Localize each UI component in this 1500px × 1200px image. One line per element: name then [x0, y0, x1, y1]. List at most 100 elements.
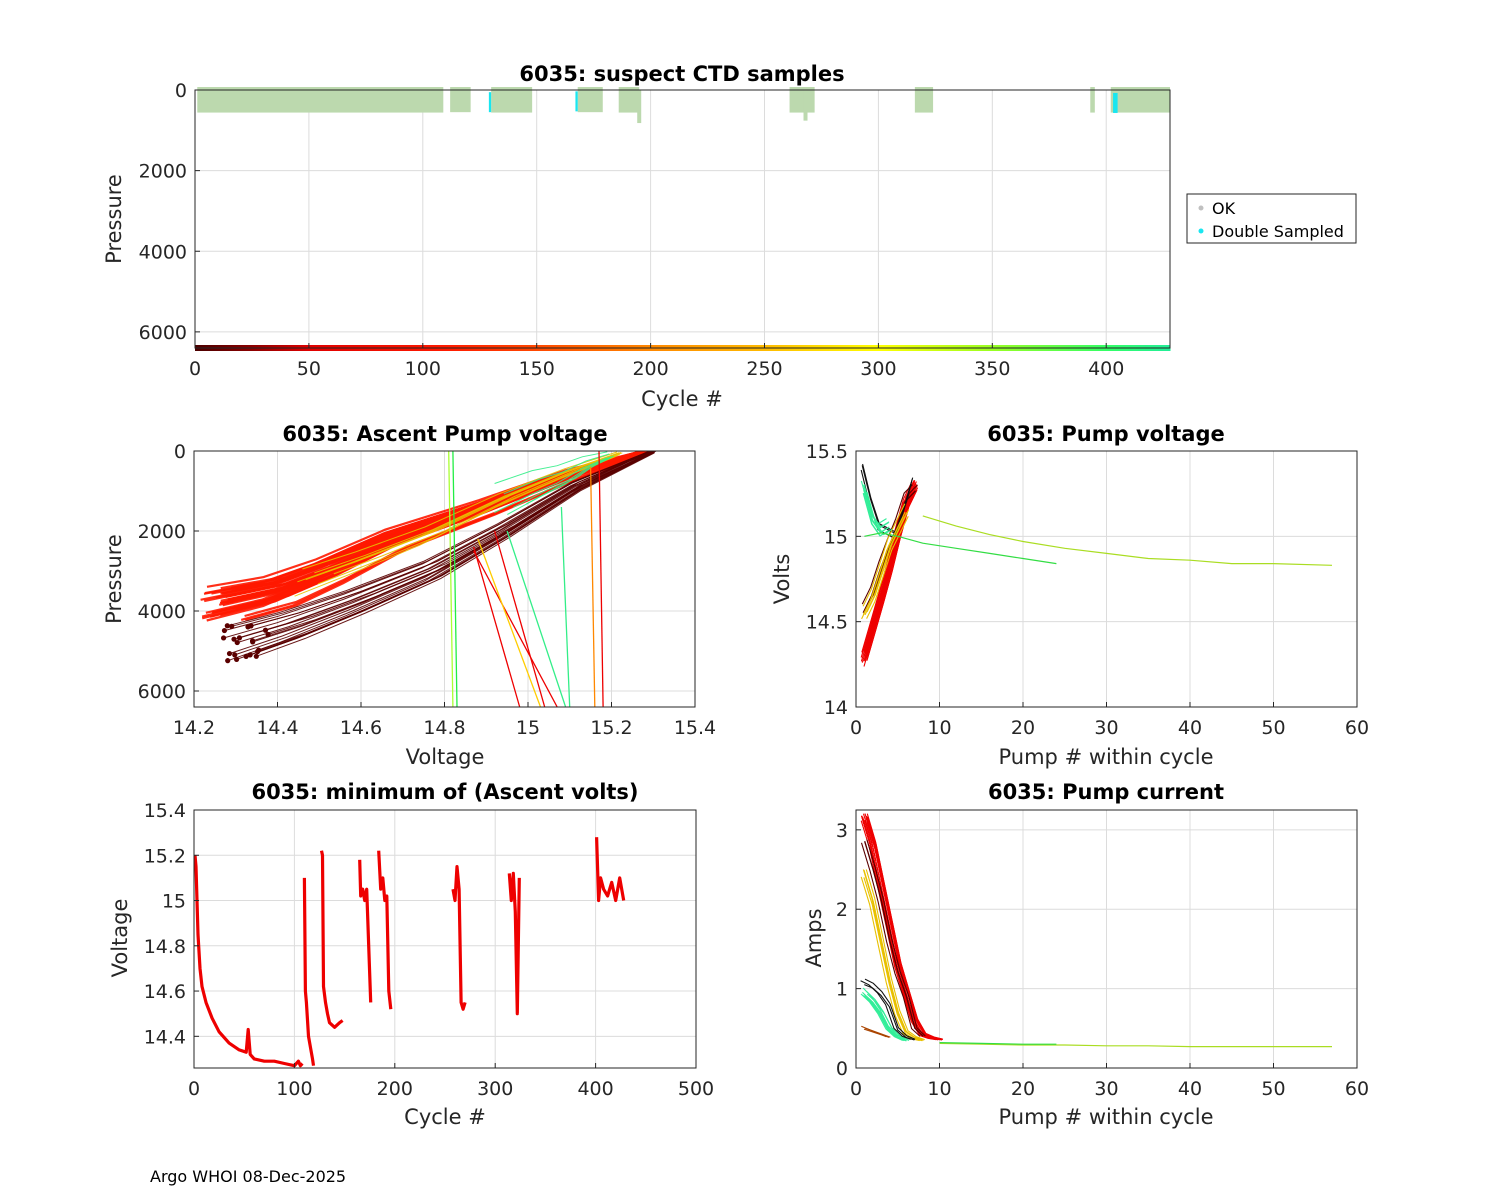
- pumpi-x-label: Pump # within cycle: [999, 1105, 1214, 1129]
- y-tick-label: 14: [824, 697, 848, 719]
- ascent-profiles: [200, 451, 657, 707]
- y-tick-label: 4000: [138, 601, 186, 623]
- pump-current-trace: [863, 869, 923, 1041]
- pumpv-x-label: Pump # within cycle: [999, 745, 1214, 769]
- ascent-profile-line: [333, 452, 623, 575]
- y-tick-label: 14.5: [806, 612, 848, 634]
- y-tick-label: 6000: [138, 681, 186, 703]
- minv-x-ticks: 0 100 200 300 400 500: [188, 1063, 714, 1100]
- pumpv-grid: [855, 450, 1358, 708]
- legend-ok-label: OK: [1212, 199, 1236, 218]
- x-tick-label: 350: [974, 358, 1010, 380]
- ascent-profile-line: [302, 451, 618, 570]
- pump-current-trace: [866, 991, 909, 1041]
- ctd-legend: OK Double Sampled: [1186, 193, 1357, 244]
- y-tick-label: 2000: [139, 161, 187, 183]
- ok-sample-block: [914, 87, 934, 113]
- y-tick-label: 1: [836, 979, 848, 1001]
- minv-y-label: Voltage: [108, 899, 132, 978]
- pumpi-title: 6035: Pump current: [988, 780, 1224, 804]
- ascent-profile-start: [245, 624, 251, 630]
- ascent-voltage-panel: 14.2 14.4 14.6 14.8 15 15.2 15.4 0 2000 4000 6000…: [102, 422, 716, 769]
- pump-current-trace: [866, 839, 926, 1037]
- min-voltage-segment: [451, 864, 467, 1011]
- min-ascent-volts-panel: 0 100 200 300 400 500 14.414.614.81515.215.4 …: [108, 780, 714, 1129]
- ascent-profile-line: [294, 456, 616, 597]
- ascent-profile-line: [237, 451, 652, 644]
- ctd-y-label: Pressure: [102, 174, 126, 264]
- pump-voltage-trace: [860, 486, 912, 658]
- pumpv-y-label: Volts: [770, 554, 794, 605]
- ascent-vertical-line: [477, 538, 542, 707]
- min-voltage-segment: [302, 877, 316, 1066]
- x-tick-label: 400: [1088, 358, 1124, 380]
- pump-voltage-trace: [863, 484, 890, 528]
- ascent-profile-line: [247, 451, 654, 628]
- y-tick-label: 14.6: [144, 981, 186, 1003]
- x-tick-label: 100: [405, 358, 441, 380]
- ascent-profile-start: [221, 627, 228, 634]
- x-tick-label: 10: [927, 1078, 951, 1100]
- x-tick-label: 0: [850, 1078, 862, 1100]
- ascent-vertical-line: [473, 550, 558, 707]
- ascent-x-label: Voltage: [406, 745, 485, 769]
- x-tick-label: 0: [188, 1078, 200, 1100]
- ctd-x-label: Cycle #: [641, 387, 723, 411]
- ascent-profile-line: [526, 455, 614, 505]
- ascent-profile-line: [314, 452, 620, 574]
- x-tick-label: 14.6: [340, 717, 382, 739]
- double-sampled-mark: [1113, 92, 1118, 113]
- ascent-vertical-line: [598, 451, 604, 707]
- x-tick-label: 14.8: [423, 717, 465, 739]
- footer-credit: Argo WHOI 08-Dec-2025: [150, 1167, 346, 1186]
- x-tick-label: 50: [297, 358, 321, 380]
- pump-voltage-series: [922, 515, 1333, 566]
- pump-voltage-panel: 0 10 20 30 40 50 60 14 14.5 15 15.5 6035: Pump vo…: [770, 422, 1369, 769]
- minv-marks: [194, 837, 626, 1068]
- ok-sample-deep: [803, 90, 808, 121]
- min-voltage-segment: [507, 871, 521, 1016]
- pump-voltage-trace: [863, 489, 915, 661]
- x-tick-label: 0: [189, 358, 201, 380]
- y-tick-label: 14.8: [144, 936, 186, 958]
- pump-voltage-trace: [866, 484, 918, 656]
- y-tick-label: 3: [836, 820, 848, 842]
- min-voltage-segment: [194, 855, 304, 1068]
- ascent-profile-line: [227, 451, 651, 627]
- pump-current-trace: [860, 980, 911, 1040]
- x-tick-label: 150: [519, 358, 555, 380]
- ascent-profile-line: [249, 452, 654, 656]
- minv-grid: [193, 809, 697, 1068]
- min-voltage-segment: [595, 837, 626, 903]
- y-tick-label: 15.4: [144, 800, 186, 822]
- minv-series: [194, 837, 626, 1068]
- ok-sample-block: [1090, 87, 1095, 113]
- ascent-profile-line: [325, 452, 622, 573]
- min-voltage-segment: [319, 850, 344, 1029]
- x-tick-label: 250: [746, 358, 782, 380]
- y-tick-label: 15.2: [144, 845, 186, 867]
- x-tick-label: 15.2: [590, 717, 632, 739]
- ascent-profile-start: [250, 639, 256, 645]
- ascent-vertical-line: [448, 451, 454, 707]
- ascent-marks: [200, 451, 657, 707]
- pumpi-marks: [860, 813, 1332, 1048]
- pump-current-trace: [865, 869, 925, 1041]
- minv-axes-frame: [193, 809, 697, 1069]
- x-tick-label: 300: [477, 1078, 513, 1100]
- y-tick-label: 6000: [139, 322, 187, 344]
- ascent-profile-start: [262, 627, 269, 633]
- pumpv-marks: [860, 463, 1333, 667]
- ctd-title: 6035: suspect CTD samples: [519, 62, 844, 86]
- pumpv-y-ticks: 14 14.5 15 15.5: [806, 441, 861, 719]
- ascent-vertical-line: [493, 530, 546, 707]
- ascent-profile-start: [225, 658, 231, 664]
- x-tick-label: 20: [1011, 717, 1035, 739]
- x-tick-label: 30: [1094, 717, 1118, 739]
- x-tick-label: 0: [850, 717, 862, 739]
- ctd-grid: [194, 89, 1170, 348]
- ascent-profile-start: [247, 652, 253, 658]
- y-tick-label: 0: [174, 441, 186, 463]
- pumpi-y-ticks: 0 1 2 3: [836, 820, 861, 1080]
